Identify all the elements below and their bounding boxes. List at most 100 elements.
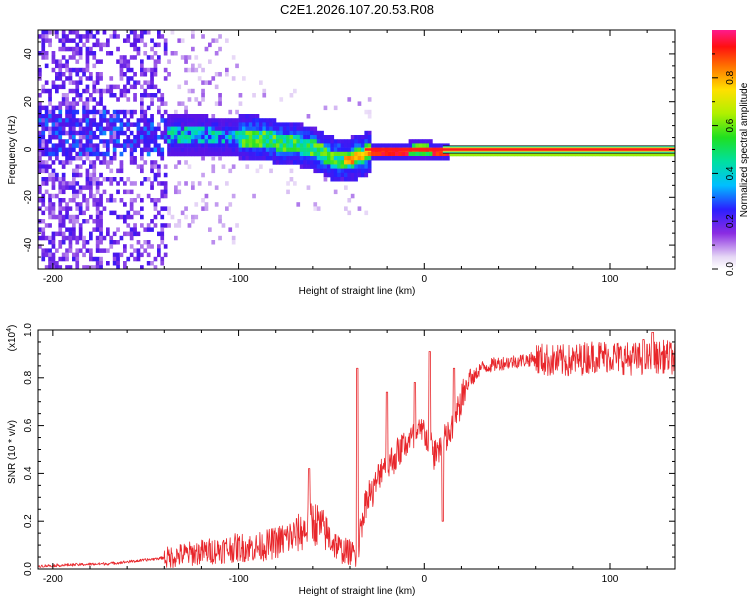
spectrogram-cell [330, 143, 335, 148]
spectrogram-cell [221, 126, 226, 132]
spectrogram-cell [85, 63, 90, 69]
spectrogram-cell [65, 265, 69, 269]
spectrogram-cell [65, 130, 69, 136]
spectrogram-cell [102, 151, 107, 157]
spectrogram-cell [306, 160, 311, 165]
spectrogram-cell [350, 143, 355, 148]
spectrogram-cell [109, 126, 114, 132]
spectrogram-cell [41, 181, 46, 186]
spectrogram-cell [187, 67, 192, 73]
spectrogram-cell [72, 231, 76, 237]
spectrogram-cell [106, 147, 110, 153]
spectrogram-cell [157, 88, 161, 94]
spectrogram-cell [58, 198, 63, 203]
spectrogram-cell [99, 172, 103, 178]
spectrogram-cell [146, 143, 151, 148]
spectrogram-cell [129, 151, 134, 157]
spectrogram-cell [112, 198, 117, 203]
spectrogram-cell [112, 151, 117, 157]
spectrogram-cell [191, 130, 195, 136]
spectrogram-cell [286, 181, 290, 186]
spectrogram-cell [187, 135, 192, 140]
spectrogram-cell [41, 151, 46, 157]
spectrogram-cell [150, 55, 154, 60]
spectrogram-cell [214, 135, 219, 140]
spectrogram-cell [68, 118, 73, 123]
spectrogram-cell [327, 156, 331, 161]
spectrogram-cell [72, 227, 76, 232]
spectrogram-cell [95, 101, 100, 106]
spectrogram-cell [163, 135, 168, 140]
spectrogram-cell [160, 147, 165, 153]
spectrogram-cell [75, 219, 80, 224]
spectrogram-cell [61, 181, 66, 186]
spectrogram-cell [208, 227, 212, 232]
spectrogram-cell [123, 84, 127, 90]
spectrogram-cell [211, 147, 216, 153]
spectrogram-cell [82, 240, 86, 245]
spectrogram-y-label: Frequency (Hz) [7, 116, 18, 185]
spectrogram-cell [228, 109, 233, 115]
spectrogram-cell [143, 177, 148, 182]
spectrogram-cell [602, 151, 607, 157]
spectrogram-cell [150, 114, 154, 119]
spectrogram-cell [85, 130, 90, 136]
spectrogram-cell [269, 122, 273, 127]
spectrogram-cell [102, 139, 107, 144]
spectrogram-cell [99, 231, 103, 237]
spectrogram-cell [364, 151, 369, 157]
spectrogram-cell [123, 130, 127, 136]
spectrogram-cell [184, 80, 188, 85]
spectrogram-cell [167, 130, 171, 136]
spectrogram-cell [75, 240, 80, 245]
spectrogram-cell [48, 135, 52, 140]
spectrogram-cell [163, 189, 168, 195]
spectrogram-cell [252, 118, 256, 123]
spectrogram-cell [75, 59, 80, 64]
spectrogram-cell [92, 63, 97, 69]
spectrogram-cell [361, 139, 365, 144]
spectrogram-cell [61, 185, 66, 190]
spectrogram-cell [68, 219, 73, 224]
spectrogram-cell [238, 93, 243, 98]
spectrogram-cell [112, 177, 117, 182]
spectrogram-cell [75, 252, 80, 258]
spectrogram-cell [55, 193, 59, 199]
spectrogram-cell [143, 130, 148, 136]
spectrogram-cell [140, 130, 144, 136]
spectrogram-cell [109, 168, 114, 174]
spectrogram-cell [187, 223, 192, 228]
spectrogram-cell [133, 42, 137, 48]
spectrogram-cell [201, 130, 205, 136]
spectrogram-cell [38, 151, 42, 157]
spectrogram-cell [143, 109, 148, 115]
spectrogram-cell [133, 256, 137, 262]
spectrogram-cell [109, 88, 114, 94]
spectrogram-cell [61, 139, 66, 144]
spectrogram-cell [316, 160, 321, 165]
spectrogram-cell [242, 114, 246, 119]
spectrogram-cell [140, 38, 144, 43]
spectrogram-cell [95, 109, 100, 115]
spectrogram-cell [639, 151, 644, 157]
snr-scale-label: (x104) [6, 325, 18, 352]
spectrogram-cell [123, 38, 127, 43]
spectrogram-cell [163, 181, 168, 186]
spectrogram-cell [184, 206, 188, 211]
spectrogram-cell [599, 151, 603, 157]
spectrogram-cell [344, 156, 348, 161]
spectrogram-cell [72, 122, 76, 127]
spectrogram-cell [106, 261, 110, 266]
spectrogram-cell [320, 135, 324, 140]
spectrogram-cell [218, 72, 222, 77]
spectrogram-cell [48, 42, 52, 48]
spectrogram-cell [160, 151, 165, 157]
spectrogram-cell [208, 139, 212, 144]
spectrogram-cell [364, 143, 369, 148]
spectrogram-cell [55, 72, 59, 77]
spectrogram-cell [248, 147, 253, 153]
spectrogram-cell [653, 151, 658, 157]
spectrogram-cell [82, 72, 86, 77]
spectrogram-cell [180, 210, 185, 216]
